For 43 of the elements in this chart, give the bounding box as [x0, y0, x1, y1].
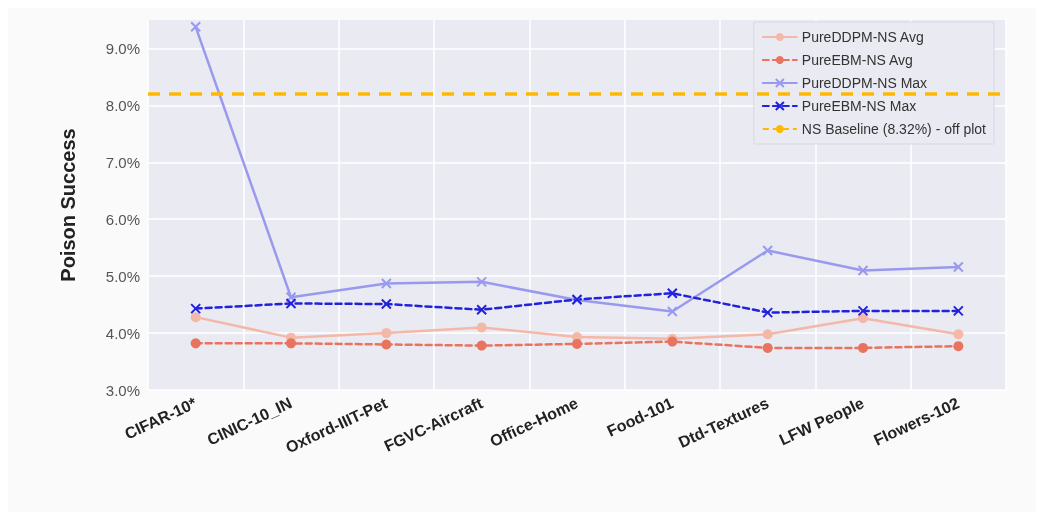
- point: [666, 287, 678, 299]
- point: [953, 341, 964, 352]
- point: [380, 278, 392, 290]
- y-tick-label: 4.0%: [105, 324, 140, 342]
- y-axis-title: Poison Success: [57, 128, 79, 282]
- point: [285, 291, 297, 303]
- point: [476, 340, 487, 351]
- y-tick-label: 7.0%: [105, 153, 140, 171]
- y-tick-label: 3.0%: [105, 381, 140, 399]
- point: [190, 338, 201, 349]
- point: [666, 305, 678, 317]
- point: [953, 329, 964, 340]
- point: [762, 329, 773, 340]
- point: [762, 245, 774, 257]
- legend-label: NS Baseline (8.32%) - off plot: [801, 121, 987, 137]
- point: [952, 305, 964, 317]
- point: [857, 305, 869, 317]
- legend-label: PureDDPM-NS Avg: [801, 29, 924, 45]
- point: [381, 339, 392, 350]
- point: [572, 338, 582, 349]
- point: [858, 342, 868, 353]
- point: [858, 313, 868, 324]
- point: [857, 264, 869, 276]
- point: [476, 304, 488, 316]
- point: [476, 322, 487, 333]
- y-tick-label: 5.0%: [105, 267, 140, 285]
- point: [476, 276, 488, 288]
- point: [285, 297, 297, 309]
- point: [286, 338, 296, 349]
- point: [190, 312, 201, 323]
- point: [952, 261, 964, 273]
- legend-label: PureEBM-NS Avg: [801, 52, 913, 68]
- point: [190, 21, 202, 33]
- point: [762, 307, 774, 319]
- y-tick-label: 6.0%: [105, 210, 140, 228]
- legend-label: PureEBM-NS Max: [801, 98, 917, 114]
- point: [190, 303, 202, 315]
- y-tick-label: 9.0%: [105, 39, 140, 57]
- legend-label: PureDDPM-NS Max: [801, 75, 928, 91]
- point: [381, 328, 392, 339]
- y-tick-label: 8.0%: [105, 96, 140, 114]
- point: [762, 342, 773, 353]
- point: [380, 298, 392, 310]
